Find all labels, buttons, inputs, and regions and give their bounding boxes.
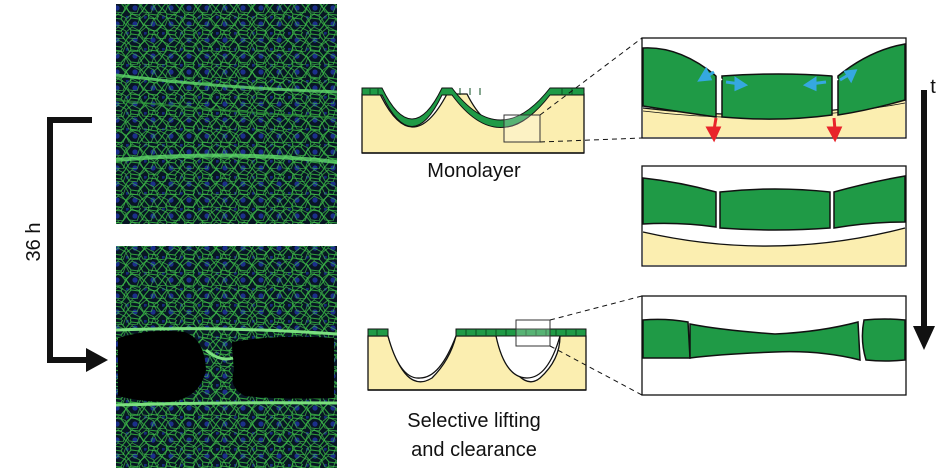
zoom-panel-adhered (641, 37, 907, 143)
cleared-region-right (232, 336, 334, 399)
bottom-right-cells (455, 328, 587, 337)
detachment-arrows (705, 117, 843, 143)
monolayer-micrograph (115, 4, 338, 224)
zoom-panel-cleared (641, 295, 907, 396)
bottom-zoom-box (515, 319, 551, 347)
time-axis-label: t (930, 76, 936, 98)
panel3-cell-right (861, 318, 906, 362)
lifting-schematic (367, 319, 587, 391)
lifting-caption-line2: and clearance (411, 439, 537, 461)
monolayer-caption: Monolayer (427, 160, 521, 182)
panel2-cell-right (833, 175, 906, 229)
bottom-left-cells (367, 328, 389, 337)
time-interval-label: 36 h (23, 223, 45, 262)
top-substrate (361, 93, 585, 154)
cleared-region-left (118, 330, 206, 402)
panel3-cell-left (642, 318, 691, 359)
time-axis-arrow (913, 90, 935, 350)
panel2-cell-left (642, 177, 717, 228)
monolayer-schematic (361, 87, 585, 154)
panel2-cell-middle (719, 188, 831, 231)
panel3-cell-middle (689, 321, 861, 361)
panel1-cell-right (837, 43, 906, 116)
panel1-cell-left (642, 47, 717, 118)
lifting-caption-line1: Selective lifting (407, 410, 540, 432)
top-zoom-box (503, 114, 541, 143)
zoom-panel-lifting (641, 165, 907, 267)
time-bracket-arrow (47, 117, 108, 372)
tension-arrows (697, 66, 858, 92)
cleared-micrograph (115, 246, 338, 468)
